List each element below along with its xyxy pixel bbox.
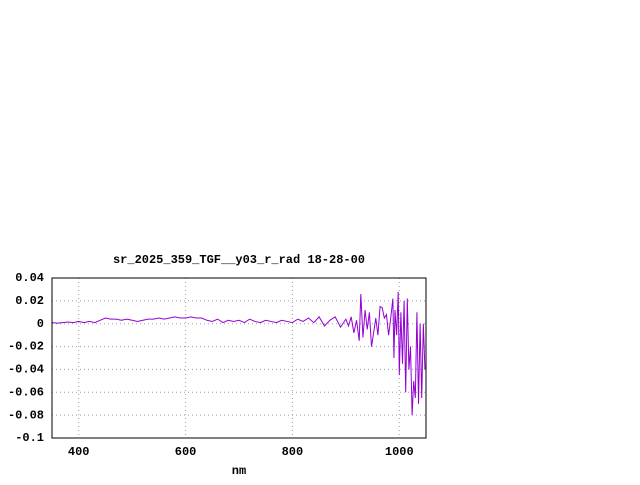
- x-tick-label: 400: [68, 445, 90, 459]
- chart-title: sr_2025_359_TGF__y03_r_rad 18-28-00: [113, 253, 365, 267]
- y-tick-label: -0.04: [8, 363, 44, 377]
- plot-border: [51, 277, 427, 439]
- y-tick-label: 0.04: [15, 271, 44, 285]
- x-tick-label: 800: [282, 445, 304, 459]
- y-tick-label: -0.08: [8, 408, 44, 422]
- y-tick-label: 0.02: [15, 294, 44, 308]
- y-tick-label: -0.1: [15, 431, 44, 445]
- x-tick-label: 1000: [385, 445, 414, 459]
- y-tick-label: 0: [37, 317, 44, 331]
- x-axis-label: nm: [232, 464, 246, 478]
- y-tick-label: -0.02: [8, 340, 44, 354]
- data-line: [51, 291, 426, 416]
- x-tick-label: 600: [175, 445, 197, 459]
- y-tick-label: -0.06: [8, 385, 44, 399]
